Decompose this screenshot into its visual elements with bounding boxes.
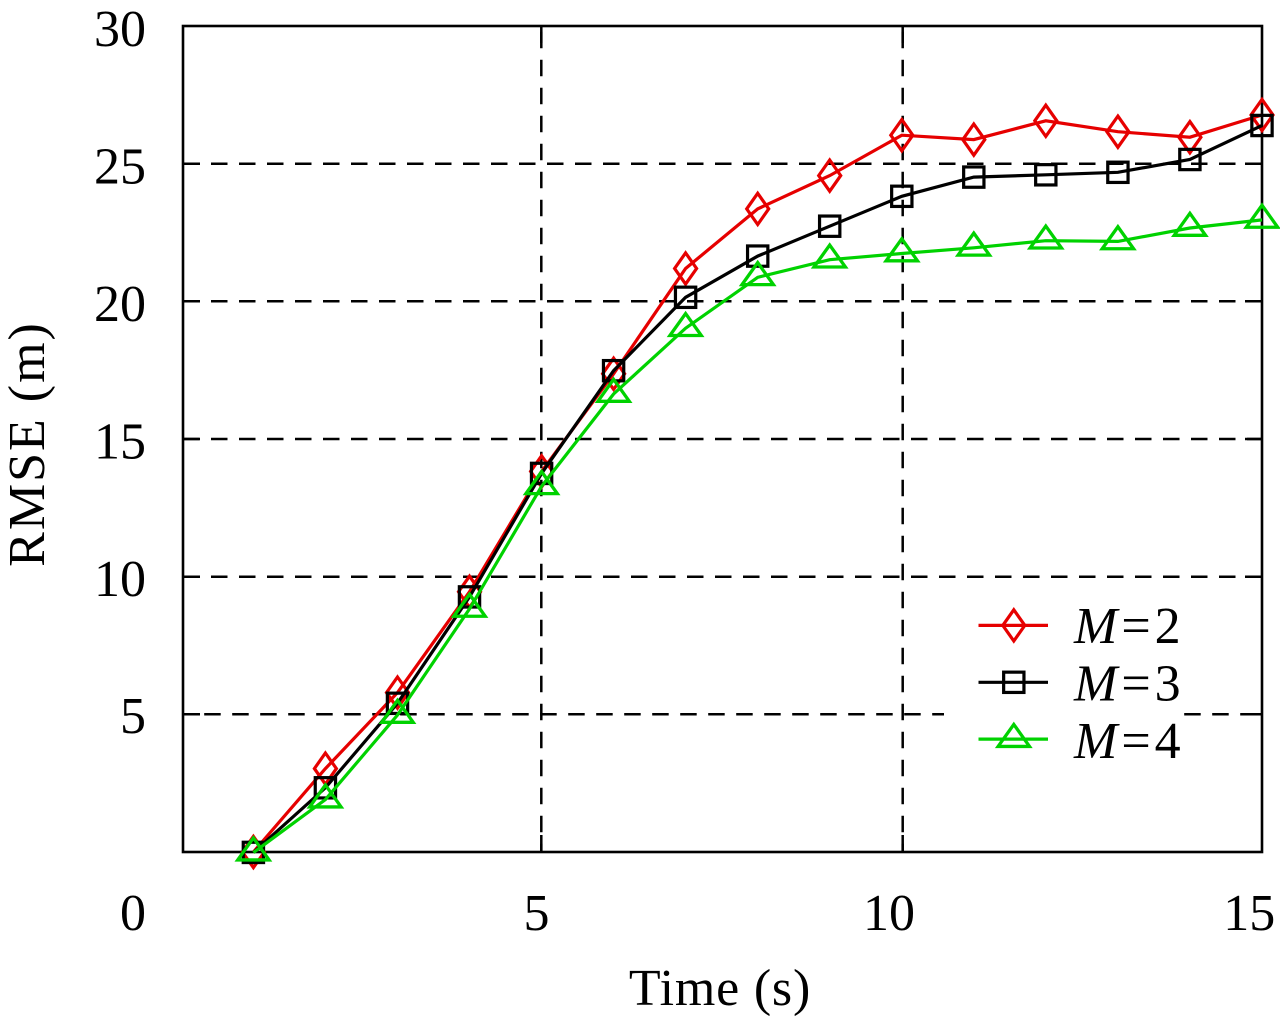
svg-text:30: 30 (94, 1, 146, 58)
svg-text:15: 15 (94, 414, 146, 471)
svg-text:5: 5 (524, 885, 550, 942)
svg-text:25: 25 (94, 139, 146, 196)
svg-text:10: 10 (863, 885, 915, 942)
svg-text:M=2: M=2 (1073, 598, 1185, 655)
svg-text:0: 0 (120, 885, 146, 942)
svg-text:15: 15 (1223, 885, 1275, 942)
svg-text:10: 10 (94, 551, 146, 608)
svg-text:M=4: M=4 (1073, 713, 1185, 770)
svg-text:M=3: M=3 (1073, 656, 1185, 713)
svg-text:5: 5 (120, 688, 146, 745)
svg-text:20: 20 (94, 276, 146, 333)
svg-text:RMSE (m): RMSE (m) (0, 321, 56, 567)
svg-text:Time (s): Time (s) (629, 960, 811, 1017)
